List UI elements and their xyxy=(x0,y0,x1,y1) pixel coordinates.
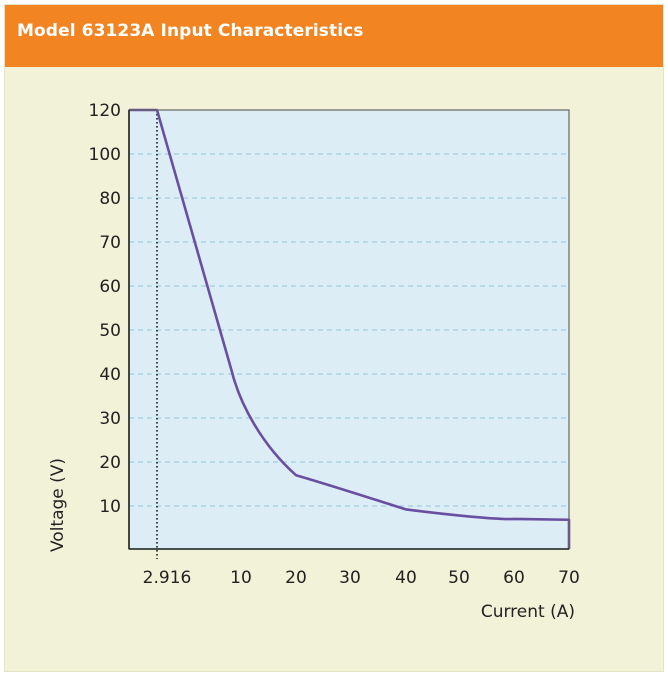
tick-labels: 10 20 30 40 50 60 70 80 100 120 2.916 10 20 30 40 50 60 7… xyxy=(89,101,580,588)
plot-area xyxy=(129,110,569,549)
y-tick-label: 40 xyxy=(99,365,121,385)
y-tick-label: 50 xyxy=(99,321,121,341)
axes xyxy=(128,109,570,550)
y-tick-label: 100 xyxy=(89,145,121,165)
x-tick-label: 20 xyxy=(285,568,307,588)
y-tick-label: 60 xyxy=(99,277,121,297)
x-tick-label: 30 xyxy=(339,568,361,588)
y-tick-label: 30 xyxy=(99,409,121,429)
y-axis-label: Voltage (V) xyxy=(48,458,68,552)
y-tick-label: 80 xyxy=(99,189,121,209)
x-tick-label: 2.916 xyxy=(143,568,192,588)
x-tick-label: 70 xyxy=(558,568,580,588)
y-tick-label: 120 xyxy=(89,101,121,121)
x-axis-label: Current (A) xyxy=(481,602,575,622)
y-tick-label: 10 xyxy=(99,497,121,517)
voltage-current-curve xyxy=(129,108,571,549)
grid-lines xyxy=(129,153,569,507)
x-tick-label: 50 xyxy=(448,568,470,588)
y-tick-label: 70 xyxy=(99,233,121,253)
curve-layer xyxy=(129,108,571,549)
x-tick-label: 10 xyxy=(230,568,252,588)
x-tick-label: 40 xyxy=(395,568,417,588)
y-tick-label: 20 xyxy=(99,453,121,473)
x-tick-label: 60 xyxy=(503,568,525,588)
chart-header: Model 63123A Input Characteristics xyxy=(5,5,663,67)
chart-title: Model 63123A Input Characteristics xyxy=(17,21,364,41)
